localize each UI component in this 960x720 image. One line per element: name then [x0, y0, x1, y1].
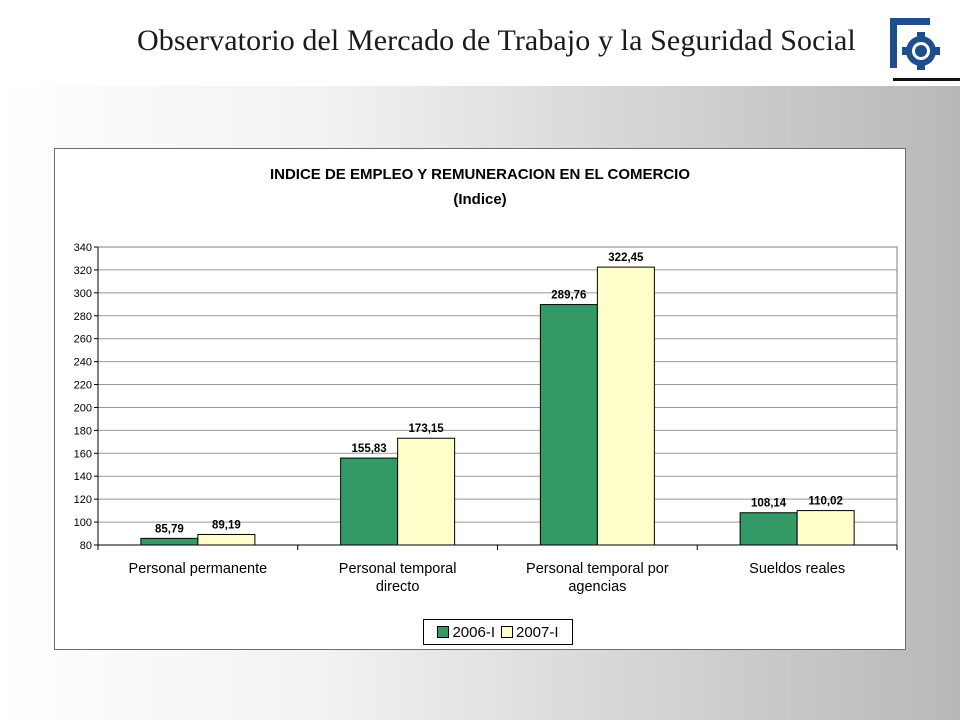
chart-subtitle: (Indice) — [453, 191, 507, 208]
x-tick-label: Personal temporal por — [526, 561, 669, 577]
chart-frame: INDICE DE EMPLEO Y REMUNERACION EN EL CO… — [54, 148, 906, 650]
header-title: Observatorio del Mercado de Trabajo y la… — [137, 24, 856, 57]
y-tick-label: 300 — [74, 288, 92, 300]
data-label: 110,02 — [808, 496, 843, 508]
legend-label-2007: 2007-I — [516, 623, 559, 641]
y-tick-label: 160 — [74, 448, 92, 460]
y-tick-label: 240 — [74, 357, 92, 369]
bar-chart: 80 100 120 140 160 180 200 220 240 260 280 300 320 34… — [74, 242, 898, 595]
data-label: 89,19 — [212, 519, 241, 531]
y-tick-label: 140 — [74, 471, 92, 483]
bar-2007-i — [397, 437, 456, 546]
y-tick-label: 280 — [74, 311, 92, 323]
legend-item-2007: 2007-I — [501, 624, 559, 641]
bar-2006-i — [340, 457, 399, 546]
y-tick-label: 100 — [74, 517, 92, 529]
y-tick-label: 260 — [74, 334, 92, 346]
data-label: 108,14 — [751, 498, 787, 510]
chart-title: INDICE DE EMPLEO Y REMUNERACION EN EL CO… — [269, 166, 691, 183]
bar-2007-i — [197, 533, 256, 546]
bar-2006-i — [739, 512, 798, 546]
bar-2007-i — [596, 266, 655, 546]
header-rule — [893, 78, 960, 81]
y-tick-label: 220 — [74, 380, 92, 392]
data-label: 85,79 — [155, 523, 184, 535]
y-tick-label: 200 — [74, 402, 92, 414]
bar-2006-i — [539, 304, 598, 546]
x-tick-label: directo — [376, 579, 420, 595]
legend-item-2006: 2006-I — [437, 624, 495, 641]
data-label: 289,76 — [551, 290, 586, 302]
x-tick-label: agencias — [568, 579, 626, 595]
data-label: 173,15 — [409, 423, 445, 435]
chart-legend: 2006-I 2007-I — [423, 619, 573, 645]
legend-swatch-2006 — [437, 626, 450, 638]
bar-2006-i — [140, 537, 199, 546]
gear-logo-icon — [890, 18, 940, 70]
legend-label-2006: 2006-I — [452, 623, 495, 641]
x-tick-label: Personal temporal — [339, 561, 457, 577]
data-label: 155,83 — [352, 443, 387, 455]
y-tick-label: 80 — [80, 540, 92, 552]
x-tick-label: Personal permanente — [129, 561, 268, 577]
data-label: 322,45 — [608, 252, 644, 264]
x-tick-label: Sueldos reales — [749, 561, 845, 577]
header: Observatorio del Mercado de Trabajo y la… — [0, 0, 960, 86]
y-tick-label: 120 — [74, 494, 92, 506]
bar-2007-i — [796, 510, 855, 546]
y-tick-label: 320 — [74, 265, 92, 277]
y-tick-label: 340 — [74, 242, 92, 254]
y-tick-label: 180 — [74, 425, 92, 437]
legend-swatch-2007 — [501, 626, 513, 638]
